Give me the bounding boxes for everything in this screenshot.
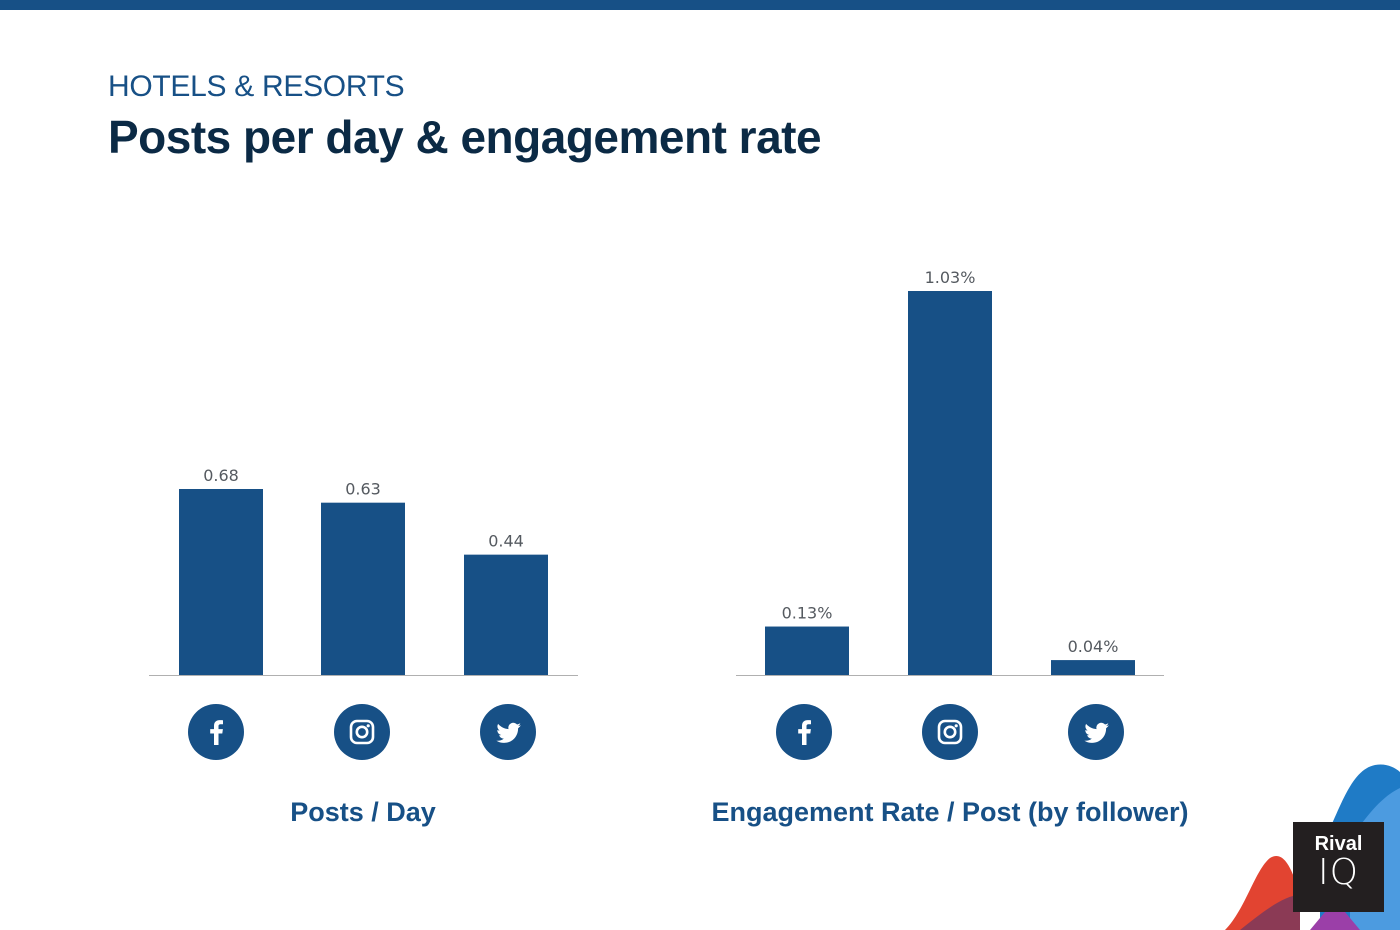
logo-text-rival: Rival [1314,833,1363,855]
twitter-icon [1068,704,1124,760]
bar-facebook [765,626,849,675]
data-label-facebook: 0.13% [782,604,833,623]
industry-subtitle: HOTELS & RESORTS [108,70,405,103]
instagram-icon [334,704,390,760]
engagement-rate-chart: 0.13% 1.03% 0.04% [736,268,1164,676]
posts-per-day-caption: Posts / Day [290,797,436,827]
bar-instagram [908,291,992,675]
bar-instagram [321,502,405,675]
facebook-icon [776,704,832,760]
bar-twitter [464,554,548,675]
data-label-twitter: 0.44 [488,532,524,551]
data-label-instagram: 0.63 [345,480,381,499]
rival-iq-logo: Rival IQ [1293,822,1384,912]
data-label-facebook: 0.68 [203,466,239,485]
posts-per-day-chart: 0.68 0.63 0.44 [149,466,578,676]
top-accent-bar [0,0,1400,10]
page-title: Posts per day & engagement rate [108,111,822,163]
data-label-instagram: 1.03% [925,268,976,287]
bar-facebook [179,489,263,675]
engagement-rate-caption: Engagement Rate / Post (by follower) [711,797,1189,827]
bar-twitter [1051,660,1135,675]
twitter-icon [480,704,536,760]
logo-text-iq: IQ [1318,852,1359,893]
facebook-icon [188,704,244,760]
data-label-twitter: 0.04% [1068,637,1119,656]
instagram-icon [922,704,978,760]
